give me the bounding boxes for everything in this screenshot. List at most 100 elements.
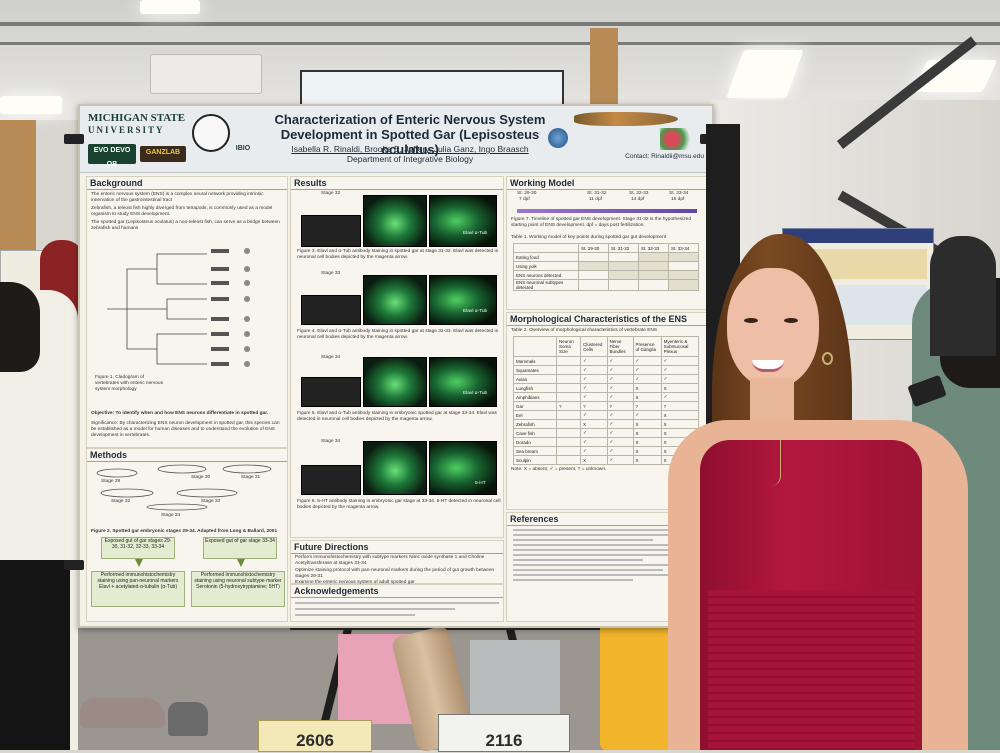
stain-label: Elavl α-Tub	[463, 391, 488, 396]
result-stage-label: Stage 32	[321, 191, 341, 196]
flow-box-stages: Exposed gut of gar stages 29-30, 31-32, …	[101, 537, 175, 559]
fluorescence-panel	[301, 377, 361, 407]
table-2-species: Amphibians	[513, 392, 557, 402]
figure-1-caption: Figure 1. Cladogram of vertebrates with …	[95, 375, 163, 392]
morphology-heading: Morphological Characteristics of the ENS	[507, 313, 707, 326]
acknowledgements-heading: Acknowledgements	[291, 585, 503, 598]
table-2-note: Note. X = absent, ✓ = present, ? = unkno…	[511, 467, 607, 472]
table-1-header: St. 33-34	[668, 243, 699, 253]
department: Department of Integrative Biology	[346, 154, 474, 164]
ceiling-light	[140, 0, 200, 14]
presenter-smile	[752, 360, 784, 372]
cladogram	[97, 239, 277, 379]
binder-clip	[64, 560, 84, 570]
table-2-species: Dorado	[513, 437, 557, 447]
stain-label: Elavl α-Tub	[463, 231, 488, 236]
method-stage-label: Stage 33	[201, 499, 221, 504]
future-directions-section: Future Directions Perform immunohistoche…	[290, 540, 504, 585]
method-stage-label: Stage 31	[241, 475, 261, 480]
ibio-logo: IBIO	[235, 145, 251, 152]
significance: Significance: By characterizing ENS neur…	[91, 421, 280, 438]
timeline-day: 15 dpf	[671, 197, 685, 202]
background-section: Background The enteric nervous system (E…	[86, 176, 288, 448]
table-2-header: Neuron Soma Size	[555, 336, 582, 357]
table-2-species: Lungfish	[513, 383, 557, 393]
partner-logo-icon	[660, 128, 700, 150]
future-point: Examine the enteric nervous system of ad…	[295, 580, 415, 585]
timeline-label: St. 29-30	[517, 191, 537, 196]
table-1-row-label: Using yolk	[513, 261, 579, 271]
method-stage-label: Stage 34	[161, 513, 181, 518]
title-line-2: Development in Spotted Gar (Lepisosteus …	[280, 127, 540, 157]
results-heading: Results	[291, 177, 503, 190]
working-model-section: Working Model St. 29-30 St. 31-32 St. 32…	[506, 176, 708, 310]
table-2-species: Eel	[513, 410, 557, 420]
fluorescence-panel	[429, 195, 497, 247]
background-person-legs	[0, 560, 70, 750]
gar-fish-icon	[574, 112, 678, 126]
method-stage-label: Stage 32	[111, 499, 131, 504]
sneaker	[168, 702, 208, 736]
author-list: Isabella R. Rinaldi, Brooke E. Jeffery, …	[291, 144, 529, 154]
timeline-bar	[517, 209, 697, 213]
future-heading: Future Directions	[291, 541, 503, 554]
table-2-species: Gar	[513, 401, 557, 411]
background-point: The enteric nervous system (ENS) is a co…	[91, 192, 264, 203]
background-person	[930, 236, 996, 356]
figure-3-caption: Figure 3. Elavl and α-Tub antibody stain…	[297, 249, 499, 260]
research-poster: MICHIGAN STATE UNIVERSITY EVO DEVO OB GA…	[78, 104, 714, 628]
cladogram-tree	[107, 248, 250, 367]
method-stage-label: Stage 30	[191, 475, 211, 480]
table-2-header: Clustered Cells	[580, 336, 608, 357]
institution-line-2: UNIVERSITY	[88, 125, 165, 135]
flow-box-serotonin: Performed immunohistochemistry staining …	[191, 571, 285, 607]
table-2-header: Presence of Ganglia	[632, 336, 662, 357]
method-stage-label: Stage 29	[101, 479, 121, 484]
table-2-species: Sea bream	[513, 446, 557, 456]
stain-label: Elavl α-Tub	[463, 309, 488, 314]
table-2-species: Sculpin	[513, 455, 557, 465]
embryo-sketches	[96, 464, 272, 511]
fluorescence-panel	[363, 357, 427, 407]
poster-authors: Isabella R. Rinaldi, Brooke E. Jeffery, …	[260, 144, 560, 164]
ceiling-beam	[0, 42, 1000, 45]
table-1-row-label: ENS neurons detected	[513, 270, 579, 280]
table-1-header: St. 32-33	[638, 243, 669, 253]
table-2-species: Cave fish	[513, 428, 557, 438]
objective: Objective: To identify when and how ENS …	[91, 411, 269, 416]
timeline-label: St. 33-34	[669, 191, 689, 196]
table-2-caption: Table 2. Overview of morphological chara…	[511, 328, 658, 333]
globe-logo-icon	[548, 128, 568, 148]
flow-box-pan-neuronal: Performed immunohistochemistry staining …	[91, 571, 185, 607]
figure-7-caption: Figure 7. Timeline of spotted gar ENS de…	[511, 217, 691, 228]
flow-box-stage-34: Exposed gut of gar stage 33-34	[203, 537, 277, 559]
result-stage-label: Stage 34	[321, 439, 341, 444]
board-number-right: 2116	[438, 714, 570, 752]
society-emblem-icon	[192, 114, 230, 152]
table-2: Neuron Soma Size Clustered Cells Nerve F…	[513, 336, 700, 465]
figure-5-caption: Figure 5. Elavl and α-Tub antibody stain…	[297, 411, 497, 422]
timeline-label: St. 31-32	[587, 191, 607, 196]
table-1-row-label: Eating food	[513, 252, 579, 262]
fluorescence-panel	[363, 441, 427, 495]
fluorescence-panel	[363, 195, 427, 247]
fluorescence-panel	[301, 465, 361, 495]
figure-2-caption: Figure 2. Spotted gar embryonic stages 2…	[91, 529, 278, 534]
background-point: The spotted gar (Lepisosteus oculatus) a…	[91, 220, 280, 231]
fluorescence-panel	[301, 295, 361, 325]
table-2-header: Myenteric & Submucosal Plexus	[660, 336, 700, 357]
sneaker	[80, 698, 165, 728]
binder-clip	[64, 134, 84, 144]
fluorescence-panel	[429, 441, 497, 495]
table-1: St. 29-30 St. 31-32 St. 32-33 St. 33-34 Eat…	[513, 243, 699, 291]
methods-heading: Methods	[87, 449, 287, 462]
background-point: Zebrafish, a teleost fish highly diverge…	[91, 206, 273, 217]
ganz-lab-logo: GANZLAB	[140, 146, 186, 162]
title-line-1: Characterization of Enteric Nervous Syst…	[274, 112, 546, 127]
table-2-species: Mammals	[513, 356, 557, 366]
acknowledgements-section: Acknowledgements	[290, 584, 504, 622]
institution-line-1: MICHIGAN STATE	[88, 112, 186, 124]
fluorescence-panel	[429, 275, 497, 325]
contact-email: Contact: Rinaldii@msu.edu	[625, 153, 704, 160]
results-section: Results Stage 32 Elavl α-Tub Figure 3. E…	[290, 176, 504, 538]
